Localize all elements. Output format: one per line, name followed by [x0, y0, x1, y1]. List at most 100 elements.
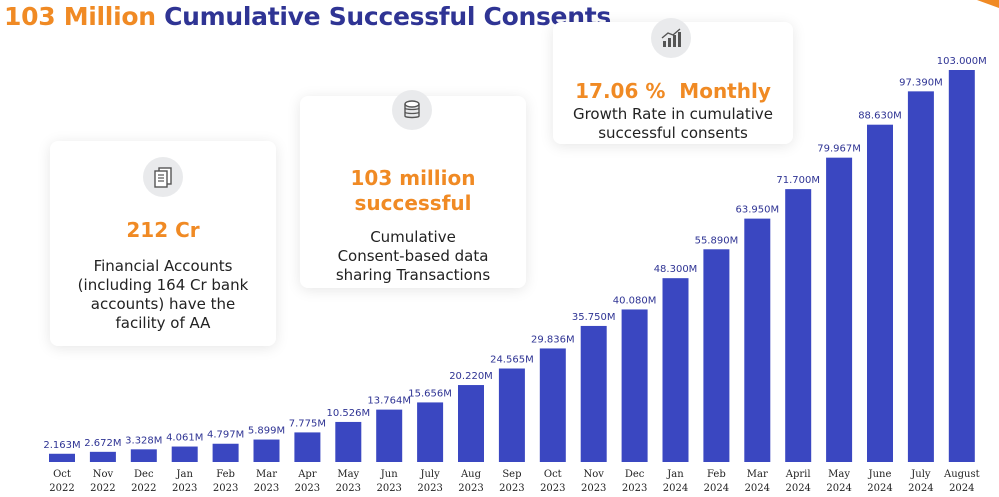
title-highlight: 103 Million — [4, 2, 156, 31]
bar-21 — [907, 91, 934, 462]
x-year-label-18: 2024 — [785, 483, 810, 494]
growth-description: Growth Rate in cumulative successful con… — [572, 105, 774, 142]
x-year-label-4: 2023 — [213, 483, 238, 494]
value-label-18: 71.700M — [776, 175, 820, 186]
stat-card-growth: 17.06 % Monthly Growth Rate in cumulativ… — [553, 18, 793, 144]
value-label-8: 13.764M — [367, 396, 411, 407]
x-year-label-5: 2023 — [254, 483, 279, 494]
value-label-9: 15.656M — [408, 388, 452, 399]
bar-8 — [376, 409, 403, 462]
x-month-label-19: May — [828, 469, 850, 480]
stat-card-accounts: 212 Cr Financial Accounts (including 164… — [50, 141, 276, 346]
bar-12 — [539, 348, 566, 462]
x-year-label-3: 2023 — [172, 483, 197, 494]
transactions-value: 103 million successful — [350, 166, 476, 215]
x-year-label-8: 2023 — [376, 483, 401, 494]
value-label-1: 2.672M — [84, 438, 121, 449]
value-label-14: 40.080M — [613, 295, 657, 306]
x-month-label-14: Dec — [625, 469, 645, 480]
growth-chart-icon — [651, 18, 691, 58]
bar-14 — [621, 309, 648, 462]
value-label-0: 2.163M — [43, 440, 80, 451]
x-year-label-17: 2024 — [745, 483, 770, 494]
value-label-16: 55.890M — [695, 235, 739, 246]
x-year-label-13: 2023 — [581, 483, 606, 494]
bar-4 — [212, 443, 239, 462]
value-label-4: 4.797M — [207, 430, 244, 441]
bar-1 — [89, 451, 116, 462]
bar-9 — [417, 402, 444, 462]
x-year-label-9: 2023 — [417, 483, 442, 494]
x-month-label-22: August — [943, 469, 980, 480]
x-year-label-1: 2022 — [90, 483, 115, 494]
value-label-2: 3.328M — [125, 435, 162, 446]
x-month-label-4: Feb — [216, 469, 235, 480]
x-month-label-2: Dec — [134, 469, 154, 480]
x-month-label-6: Apr — [297, 469, 317, 480]
x-year-label-15: 2024 — [663, 483, 688, 494]
x-month-label-16: Feb — [707, 469, 726, 480]
bar-16 — [703, 249, 730, 462]
bar-19 — [826, 157, 853, 462]
database-icon — [392, 90, 432, 130]
corner-accent — [977, 0, 999, 8]
value-label-13: 35.750M — [572, 312, 616, 323]
x-year-label-0: 2022 — [49, 483, 74, 494]
bar-6 — [294, 432, 321, 462]
x-month-label-5: Mar — [256, 469, 277, 480]
value-label-20: 88.630M — [858, 111, 902, 122]
x-month-label-1: Nov — [93, 469, 114, 480]
value-label-10: 20.220M — [449, 371, 493, 382]
value-label-7: 10.526M — [326, 408, 370, 419]
x-year-label-6: 2023 — [295, 483, 320, 494]
x-year-label-20: 2024 — [867, 483, 892, 494]
x-month-label-3: Jan — [175, 469, 193, 480]
x-year-label-2: 2022 — [131, 483, 156, 494]
bar-5 — [253, 439, 280, 462]
bar-11 — [498, 368, 525, 462]
x-month-label-15: Jan — [666, 469, 684, 480]
title-rest: Cumulative Successful Consents — [155, 2, 611, 31]
x-month-label-17: Mar — [747, 469, 768, 480]
x-month-label-8: Jun — [380, 469, 398, 480]
x-month-label-20: June — [868, 469, 892, 480]
bar-22 — [948, 70, 975, 462]
bar-0 — [49, 453, 75, 462]
value-label-11: 24.565M — [490, 355, 534, 366]
bar-7 — [335, 421, 362, 462]
bar-13 — [580, 325, 607, 462]
x-month-label-13: Nov — [583, 469, 604, 480]
value-label-15: 48.300M — [654, 264, 698, 275]
x-month-label-11: Sep — [502, 469, 521, 480]
page-title: 103 Million Cumulative Successful Consen… — [4, 2, 611, 31]
documents-icon — [143, 157, 183, 197]
bar-17 — [744, 218, 771, 462]
accounts-value: 212 Cr — [126, 218, 200, 242]
transactions-description: Cumulative Consent-based data sharing Tr… — [335, 228, 491, 284]
x-month-label-7: May — [337, 469, 359, 480]
x-month-label-12: Oct — [544, 469, 562, 480]
x-year-label-16: 2024 — [704, 483, 729, 494]
x-year-label-14: 2023 — [622, 483, 647, 494]
value-label-19: 79.967M — [817, 144, 861, 155]
growth-value: 17.06 % Monthly — [575, 79, 771, 103]
x-year-label-19: 2024 — [826, 483, 851, 494]
x-year-label-11: 2023 — [499, 483, 524, 494]
bar-10 — [458, 385, 484, 462]
bar-20 — [867, 124, 893, 463]
x-month-label-0: Oct — [53, 469, 71, 480]
x-year-label-10: 2023 — [458, 483, 483, 494]
x-month-label-21: July — [910, 469, 931, 480]
x-year-label-22: 2024 — [949, 483, 974, 494]
value-label-3: 4.061M — [166, 433, 203, 444]
bar-18 — [785, 189, 812, 463]
value-label-6: 7.775M — [289, 418, 326, 429]
value-label-21: 97.390M — [899, 77, 943, 88]
value-label-5: 5.899M — [248, 426, 285, 437]
value-label-22: 103.000M — [937, 56, 987, 67]
x-year-label-21: 2024 — [908, 483, 933, 494]
x-month-label-18: April — [785, 469, 811, 480]
x-month-label-9: July — [419, 469, 440, 480]
x-year-label-7: 2023 — [336, 483, 361, 494]
